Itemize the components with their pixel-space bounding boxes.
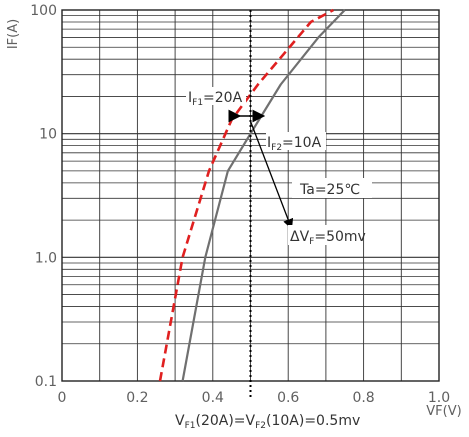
- dvf-label-bg: [288, 225, 360, 245]
- ta-label-bg: [292, 178, 372, 198]
- pointer-arrow: [249, 119, 294, 230]
- y-tick-label: 0.1: [35, 374, 57, 390]
- x-tick-label: 0.8: [352, 390, 374, 406]
- y-axis-title: IF(A): [6, 19, 21, 49]
- if2-label-bg: [266, 132, 326, 150]
- x-tick-label: 1.0: [428, 390, 450, 406]
- y-tick-label: 10: [39, 127, 57, 143]
- dvf-label: ΔVF=50mv: [290, 229, 366, 247]
- x-tick-labels: 0 0.2 0.4 0.6 0.8 1.0: [58, 390, 451, 406]
- y-tick-label: 1.0: [35, 250, 57, 266]
- ta-label: Ta=25℃: [299, 182, 360, 198]
- x-axis-title: VF(V): [426, 404, 461, 419]
- x-tick-label: 0.2: [126, 390, 148, 406]
- x-tick-label: 0.6: [277, 390, 299, 406]
- x-tick-label: 0.4: [202, 390, 224, 406]
- x-tick-label: 0: [58, 390, 67, 406]
- bottom-formula: VF1(20A)=VF2(10A)=0.5mv: [175, 413, 360, 431]
- if2-label: IF2=10A: [267, 135, 322, 153]
- y-tick-labels: 0.1 1.0 10 100: [30, 3, 57, 390]
- series-line-if2-solid: [181, 9, 346, 382]
- if1-label: IF1=20A: [188, 90, 243, 108]
- y-tick-label: 100: [30, 3, 57, 19]
- if1-label-bg: [186, 87, 246, 105]
